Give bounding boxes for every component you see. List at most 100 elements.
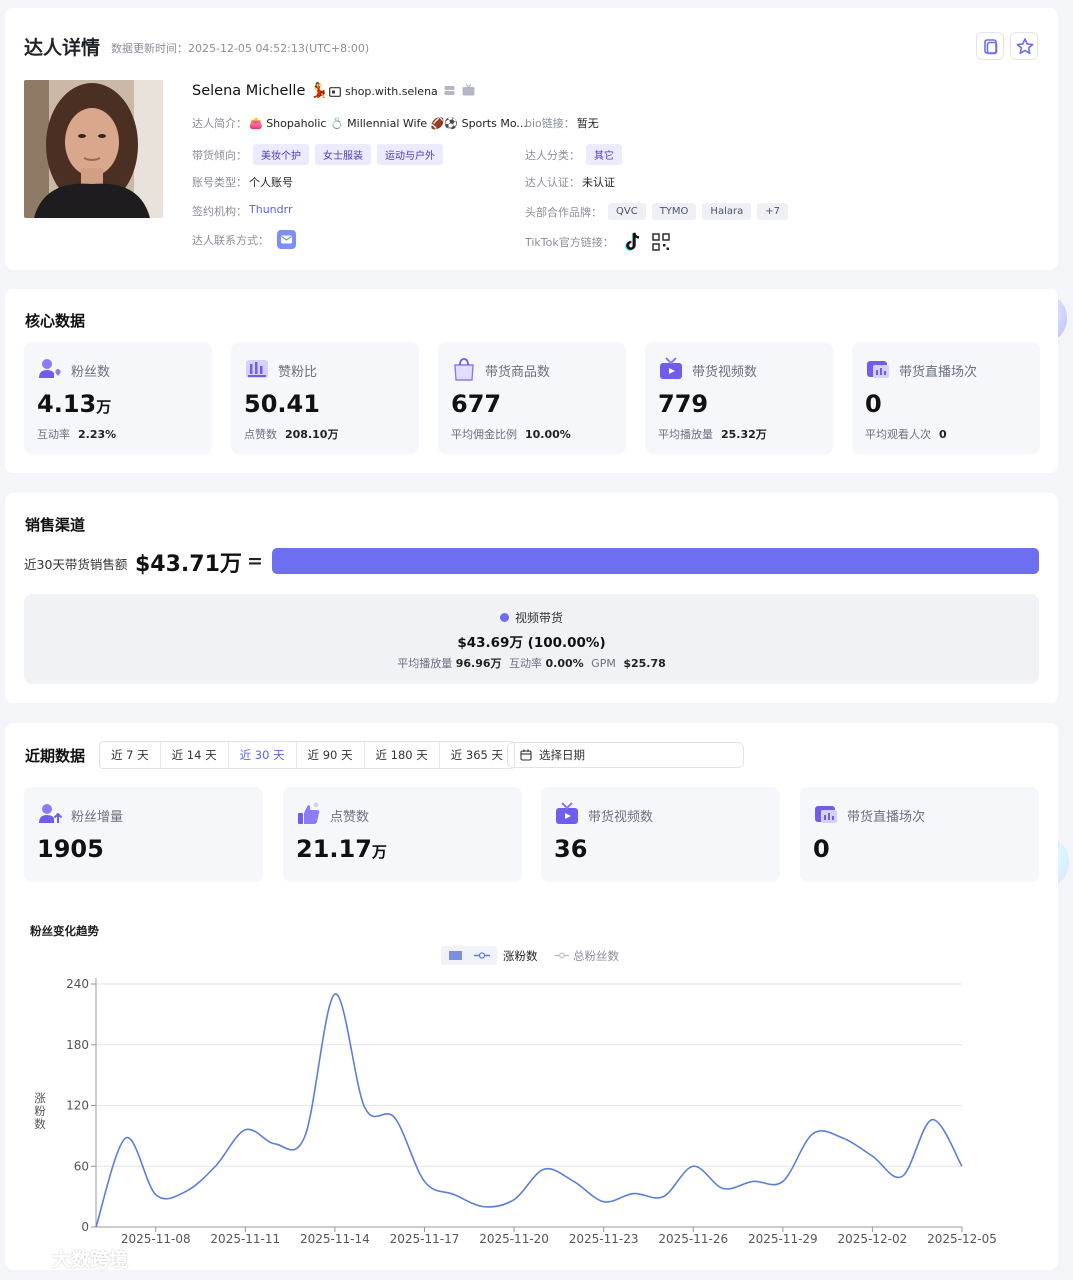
legend-bar-swatch: [449, 951, 462, 960]
channel-name: 视频带货: [514, 611, 563, 625]
tendency-tag: 运动与户外: [377, 144, 443, 165]
stat-sub: 平均佣金比例 10.00%: [451, 428, 571, 441]
period-7d[interactable]: 近 7 天: [100, 742, 161, 768]
bio-link-value: 暂无: [576, 117, 599, 130]
channel-value: $43.69万 (100.00%): [457, 635, 606, 651]
date-picker[interactable]: 选择日期: [507, 742, 744, 768]
bio-label: 达人简介：: [192, 117, 247, 130]
favorite-button[interactable]: [1010, 32, 1038, 60]
sales30-value: $43.71万: [135, 552, 242, 577]
recent-stat-likes: 点赞数 21.17万: [283, 787, 522, 882]
agency-link[interactable]: Thundrr: [249, 203, 293, 216]
core-data-title: 核心数据: [25, 312, 86, 330]
stat-label: 带货视频数: [692, 365, 758, 380]
y-tick-label: 0: [81, 1220, 89, 1234]
stat-card-products: 带货商品数 677 平均佣金比例 10.00%: [438, 342, 626, 454]
verify-label: 达人认证：: [525, 176, 580, 189]
copy-icon: [984, 39, 998, 55]
tiktok-icon[interactable]: [624, 232, 642, 252]
tendency-tag: 女士服装: [315, 144, 371, 165]
stat-card-videos: 带货视频数 779 平均播放量 25.32万: [645, 342, 833, 454]
stat-value: 50.41: [244, 390, 320, 418]
mail-icon: [281, 235, 292, 244]
store-icon: [329, 86, 341, 97]
stat-value: 0: [865, 390, 882, 418]
core-data-card: 核心数据 粉丝数 4.13万 互动率 2.23% 赞粉比 50.41 点赞数 208…: [5, 289, 1058, 473]
period-365d[interactable]: 近 365 天: [450, 748, 504, 762]
period-180d[interactable]: 近 180 天: [365, 742, 440, 768]
y-tick-label: 120: [66, 1099, 89, 1113]
bio-link-label: bio链接：: [525, 117, 575, 130]
stat-value: 0: [813, 835, 830, 863]
shop-link[interactable]: shop.with.selena: [329, 85, 438, 98]
x-tick-label: 2025-12-05: [927, 1232, 997, 1246]
qrcode-icon[interactable]: [652, 233, 670, 251]
legend-line-marker: [559, 952, 565, 959]
email-contact-button[interactable]: [277, 230, 296, 249]
page-title: 达人详情: [24, 37, 101, 59]
y-axis-label: 数: [34, 1117, 46, 1131]
recent-title: 近期数据: [25, 747, 86, 765]
stat-label: 粉丝数: [71, 365, 111, 380]
tv-icon: [462, 84, 475, 96]
live-stream-icon: [815, 806, 837, 823]
video-tv-icon: [660, 357, 682, 379]
shop-name: shop.with.selena: [345, 85, 438, 98]
recent-stat-live: 带货直播场次 0: [800, 787, 1039, 882]
stat-card-like-ratio: 赞粉比 50.41 点赞数 208.10万: [231, 342, 419, 454]
user-heart-icon: [39, 359, 61, 378]
stat-value: 21.17万: [296, 835, 387, 863]
x-tick-label: 2025-11-08: [121, 1232, 191, 1246]
follower-trend-chart: 0 60 120 180 240 2025-11-08 2025-11-11 2025-11-…: [34, 946, 997, 1246]
sales-bar-track: [272, 548, 1039, 574]
stat-value: 4.13万: [37, 390, 112, 418]
brand-tag[interactable]: TYMO: [651, 203, 697, 220]
brand-more-tag[interactable]: +7: [757, 203, 788, 220]
legend-label: 涨粉数: [503, 949, 538, 963]
recent-data-card: 近期数据 近 7 天 近 14 天 近 30 天 近 90 天 近 180 天 …: [5, 723, 1058, 1270]
stat-sub: 互动率 2.23%: [37, 428, 117, 441]
stat-value: 36: [554, 835, 588, 863]
watermark-logo-icon: [8, 1249, 47, 1269]
equals-sign: =: [247, 550, 263, 572]
brands-label: 头部合作品牌：: [525, 205, 602, 219]
x-tick-label: 2025-11-20: [479, 1232, 549, 1246]
period-90d[interactable]: 近 90 天: [297, 742, 365, 768]
stat-label: 带货商品数: [485, 365, 551, 380]
sales30-label: 近30天带货销售额: [24, 557, 128, 572]
category-label: 达人分类：: [525, 148, 580, 162]
stat-value: 677: [451, 390, 502, 418]
y-tick-label: 240: [66, 977, 89, 991]
period-14d[interactable]: 近 14 天: [161, 742, 229, 768]
account-type-value: 个人账号: [249, 176, 293, 189]
y-tick-label: 60: [74, 1159, 89, 1173]
x-tick-label: 2025-11-14: [300, 1232, 370, 1246]
y-axis-label: 涨: [34, 1091, 46, 1105]
stat-label: 带货视频数: [588, 810, 654, 825]
stat-value: 779: [658, 390, 709, 418]
channel-dot: [499, 613, 509, 622]
sales-title: 销售渠道: [25, 516, 86, 534]
stat-label: 带货直播场次: [847, 810, 926, 825]
stat-label: 赞粉比: [278, 365, 318, 380]
recent-stat-videos: 带货视频数 36: [541, 787, 780, 882]
creator-name: Selena Michelle 💃: [192, 83, 329, 99]
period-30d[interactable]: 近 30 天: [229, 742, 297, 768]
sales-bar-video[interactable]: [272, 548, 1039, 574]
account-type-label: 账号类型：: [192, 176, 247, 189]
copy-button[interactable]: [976, 32, 1004, 60]
tiktok-label: TikTok官方链接：: [525, 236, 614, 249]
shopping-bag-icon: [454, 358, 474, 381]
live-stream-icon: [867, 361, 889, 378]
stat-label: 带货直播场次: [899, 365, 978, 380]
stat-card-followers: 粉丝数 4.13万 互动率 2.23%: [24, 342, 212, 454]
watermark-text: 大数跨境: [52, 1249, 129, 1271]
stat-sub: 平均播放量 25.32万: [658, 428, 767, 441]
sales-channel-card: 销售渠道 近30天带货销售额 $43.71万 = 视频带货 $43.69万 (1…: [5, 493, 1058, 703]
brand-tag[interactable]: Halara: [702, 203, 752, 220]
verify-value: 未认证: [582, 176, 615, 189]
trend-title: 粉丝变化趋势: [30, 924, 99, 938]
contact-label: 达人联系方式：: [192, 233, 269, 247]
x-tick-label: 2025-11-26: [658, 1232, 728, 1246]
brand-tag[interactable]: QVC: [608, 203, 646, 220]
